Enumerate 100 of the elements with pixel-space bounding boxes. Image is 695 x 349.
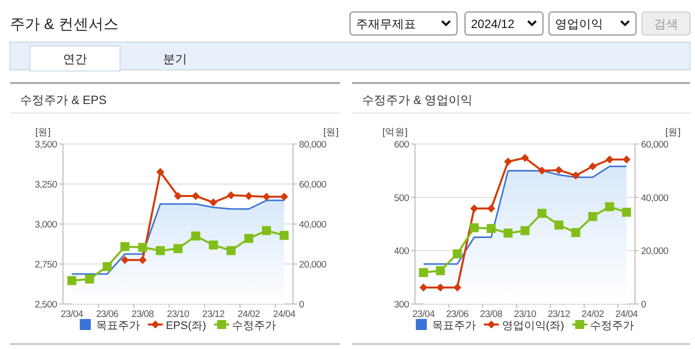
point (504, 228, 513, 238)
text: 주가 & 컨센서스 (10, 16, 118, 33)
point (174, 244, 182, 254)
y2-tick-label: 20,000 (641, 246, 668, 258)
text: 분기 (163, 52, 187, 66)
y-axis-title: [억원] (382, 127, 408, 138)
legend-label: 수정주가 (590, 320, 634, 332)
y2-tick-label: 20,000 (299, 260, 326, 270)
x-tick-label: 23/06 (446, 309, 468, 320)
y-tick-label: 3,500 (34, 140, 58, 150)
y-tick-label: 600 (394, 140, 410, 150)
point (452, 249, 462, 258)
y2-axis-title: [원] (323, 127, 339, 138)
point (120, 242, 130, 252)
x-tick-label: 24/02 (582, 309, 604, 320)
text: 연간 (63, 52, 87, 66)
point (280, 192, 288, 201)
y2-tick-label: 60,000 (641, 140, 668, 150)
legend-label: 수정주가 (232, 320, 276, 332)
point (572, 171, 580, 180)
point (418, 268, 428, 278)
point (227, 191, 236, 200)
text: 영업이익 (555, 17, 603, 31)
point (208, 240, 218, 250)
x-tick-label: 23/10 (514, 309, 536, 320)
y2-tick-label: 80,000 (299, 140, 326, 150)
y-tick-label: 3,000 (34, 220, 58, 230)
point (436, 283, 444, 292)
point (85, 274, 94, 284)
point (174, 192, 182, 200)
point (209, 198, 218, 206)
y2-axis-title: [원] (665, 127, 681, 138)
x-tick-label: 23/06 (96, 309, 118, 320)
x-tick-label: 23/04 (60, 309, 83, 320)
point (436, 266, 445, 276)
y2-tick-label: 60,000 (299, 180, 326, 190)
point (571, 228, 580, 238)
x-tick-label: 23/10 (166, 309, 190, 320)
y-tick-label: 2,500 (34, 300, 58, 310)
point (537, 208, 546, 218)
point (520, 226, 530, 236)
y2-tick-label: 40,000 (299, 220, 326, 230)
y-axis-title: [원] (35, 127, 51, 138)
y-tick-label: 400 (394, 246, 410, 258)
point (244, 234, 254, 243)
point (487, 204, 496, 213)
point (102, 262, 112, 272)
x-tick-label: 23/04 (412, 309, 435, 320)
point (554, 220, 564, 230)
x-tick-label: 23/12 (548, 309, 570, 320)
point (419, 283, 428, 292)
point (554, 166, 563, 174)
point (504, 158, 512, 166)
point (280, 230, 289, 240)
point (226, 246, 236, 256)
text: 2024/12 (471, 17, 515, 31)
legend-label: 영업이익(좌) (502, 320, 564, 332)
x-tick-label: 23/08 (131, 309, 154, 320)
point (156, 246, 165, 256)
y-tick-label: 2,750 (34, 260, 58, 270)
point (192, 192, 200, 200)
x-tick-label: 23/08 (480, 309, 502, 320)
legend-label: EPS(좌) (166, 320, 206, 332)
legend-label: 목표주가 (96, 320, 140, 332)
x-tick-label: 24/04 (273, 309, 296, 320)
point (262, 226, 271, 236)
point (67, 276, 76, 286)
point (120, 256, 129, 264)
x-tick-label: 24/04 (615, 309, 638, 320)
text: 검색 (654, 17, 678, 31)
point (588, 162, 597, 170)
point (622, 155, 631, 164)
point (138, 256, 147, 264)
point (622, 208, 632, 217)
y-tick-label: 3,250 (34, 180, 58, 190)
legend-label: 목표주가 (432, 320, 476, 332)
point (606, 155, 614, 164)
text: 주재무제표 (356, 17, 416, 31)
chart-title: 수정주가 & EPS (20, 93, 107, 107)
point (470, 223, 479, 232)
point (191, 232, 200, 240)
point (156, 168, 164, 176)
point (262, 192, 270, 201)
point (486, 224, 496, 234)
point (588, 212, 598, 222)
x-tick-label: 23/12 (202, 309, 225, 320)
y2-tick-label: 0 (641, 300, 646, 310)
y-tick-label: 500 (394, 192, 410, 204)
point (244, 192, 253, 200)
point (538, 166, 546, 175)
x-tick-label: 24/02 (238, 309, 260, 320)
point (453, 283, 462, 292)
point (605, 202, 614, 212)
y-tick-label: 300 (394, 300, 410, 310)
point (521, 154, 529, 162)
chart-title: 수정주가 & 영업이익 (362, 93, 473, 107)
point (138, 242, 148, 252)
y2-tick-label: 0 (299, 300, 304, 310)
y2-tick-label: 40,000 (641, 192, 668, 204)
point (470, 204, 478, 213)
